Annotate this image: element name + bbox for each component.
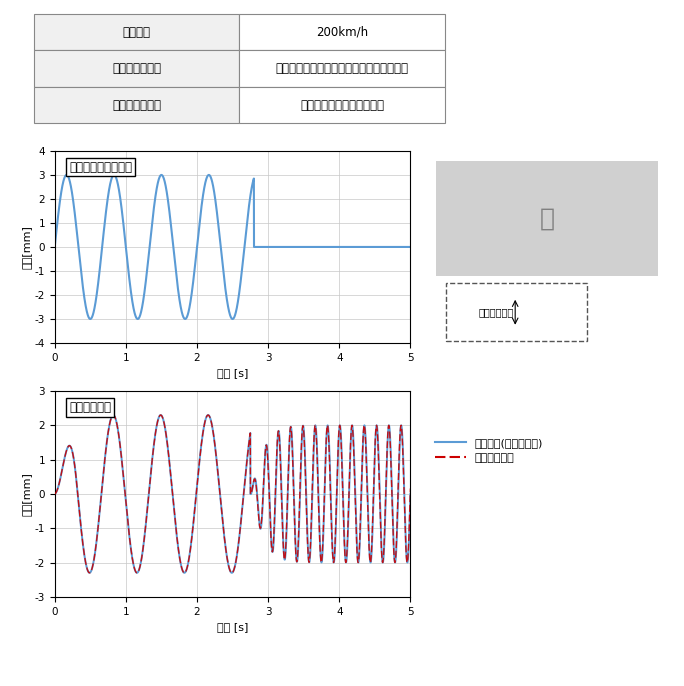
X-axis label: 時刻 [s]: 時刻 [s] <box>217 368 248 378</box>
X-axis label: 時刻 [s]: 時刻 [s] <box>217 622 248 632</box>
Text: ラピッド模擬: ラピッド模擬 <box>478 307 514 317</box>
Text: 通り不整（先頭軸）: 通り不整（先頭軸） <box>69 161 132 174</box>
Text: 🔧: 🔧 <box>540 206 555 230</box>
Bar <box>436 161 658 276</box>
Y-axis label: 変位[mm]: 変位[mm] <box>22 472 32 516</box>
Y-axis label: 変位[mm]: 変位[mm] <box>22 225 32 269</box>
Text: 台車左右変位: 台車左右変位 <box>69 401 111 414</box>
Legend: 模擬対象(理想の応答), ラピッド台車: 模擬対象(理想の応答), ラピッド台車 <box>434 438 543 463</box>
FancyBboxPatch shape <box>446 283 587 341</box>
